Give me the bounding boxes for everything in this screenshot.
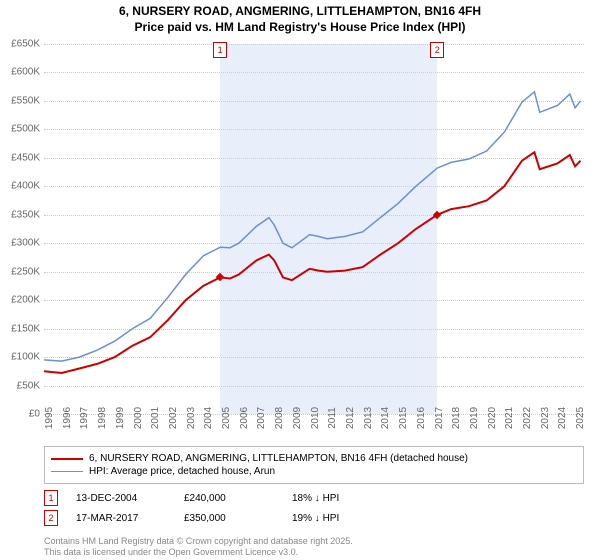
sales-table: 1 13-DEC-2004 £240,000 18% ↓ HPI 2 17-MAR-201… (44, 490, 584, 530)
y-tick-label: £0 (29, 409, 40, 420)
sale-row: 1 13-DEC-2004 £240,000 18% ↓ HPI (44, 490, 584, 506)
footer-line2: This data is licensed under the Open Gov… (44, 547, 353, 558)
legend-row: HPI: Average price, detached house, Arun (51, 466, 577, 477)
y-tick-label: £550K (11, 95, 40, 106)
y-tick-label: £500K (11, 124, 40, 135)
sale-row: 2 17-MAR-2017 £350,000 19% ↓ HPI (44, 510, 584, 526)
sale-price: £240,000 (184, 493, 274, 504)
y-tick-label: £650K (11, 39, 40, 50)
plot-area: £0£50K£100K£150K£200K£250K£300K£350K£400… (44, 44, 584, 414)
legend: 6, NURSERY ROAD, ANGMERING, LITTLEHAMPTO… (44, 446, 584, 484)
legend-swatch (51, 471, 83, 472)
footer-line1: Contains HM Land Registry data © Crown c… (44, 536, 353, 547)
sale-delta: 18% ↓ HPI (292, 493, 382, 504)
legend-swatch (51, 458, 83, 460)
y-tick-label: £100K (11, 352, 40, 363)
y-tick-label: £400K (11, 181, 40, 192)
y-tick-label: £600K (11, 67, 40, 78)
y-tick-label: £250K (11, 266, 40, 277)
series-price_paid (44, 152, 581, 373)
legend-label: 6, NURSERY ROAD, ANGMERING, LITTLEHAMPTO… (89, 453, 468, 464)
y-tick-label: £300K (11, 238, 40, 249)
legend-label: HPI: Average price, detached house, Arun (89, 466, 275, 477)
chart-container: 6, NURSERY ROAD, ANGMERING, LITTLEHAMPTO… (0, 0, 600, 560)
title-line1: 6, NURSERY ROAD, ANGMERING, LITTLEHAMPTO… (0, 4, 600, 20)
legend-row: 6, NURSERY ROAD, ANGMERING, LITTLEHAMPTO… (51, 453, 577, 464)
sale-index-box: 2 (44, 510, 58, 526)
sale-price: £350,000 (184, 513, 274, 524)
sale-date: 13-DEC-2004 (76, 493, 166, 504)
sale-index-box: 1 (44, 490, 58, 506)
chart-marker-1: 1 (213, 42, 227, 58)
line-series-svg (44, 44, 584, 414)
y-tick-label: £350K (11, 209, 40, 220)
y-tick-label: £150K (11, 323, 40, 334)
sale-date: 17-MAR-2017 (76, 513, 166, 524)
title-line2: Price paid vs. HM Land Registry's House … (0, 20, 600, 36)
chart-marker-2: 2 (430, 42, 444, 58)
footer-attribution: Contains HM Land Registry data © Crown c… (44, 536, 353, 558)
chart-title: 6, NURSERY ROAD, ANGMERING, LITTLEHAMPTO… (0, 0, 600, 35)
series-hpi (44, 92, 581, 361)
sale-delta: 19% ↓ HPI (292, 513, 382, 524)
y-tick-label: £200K (11, 295, 40, 306)
y-tick-label: £450K (11, 152, 40, 163)
y-tick-label: £50K (17, 380, 40, 391)
